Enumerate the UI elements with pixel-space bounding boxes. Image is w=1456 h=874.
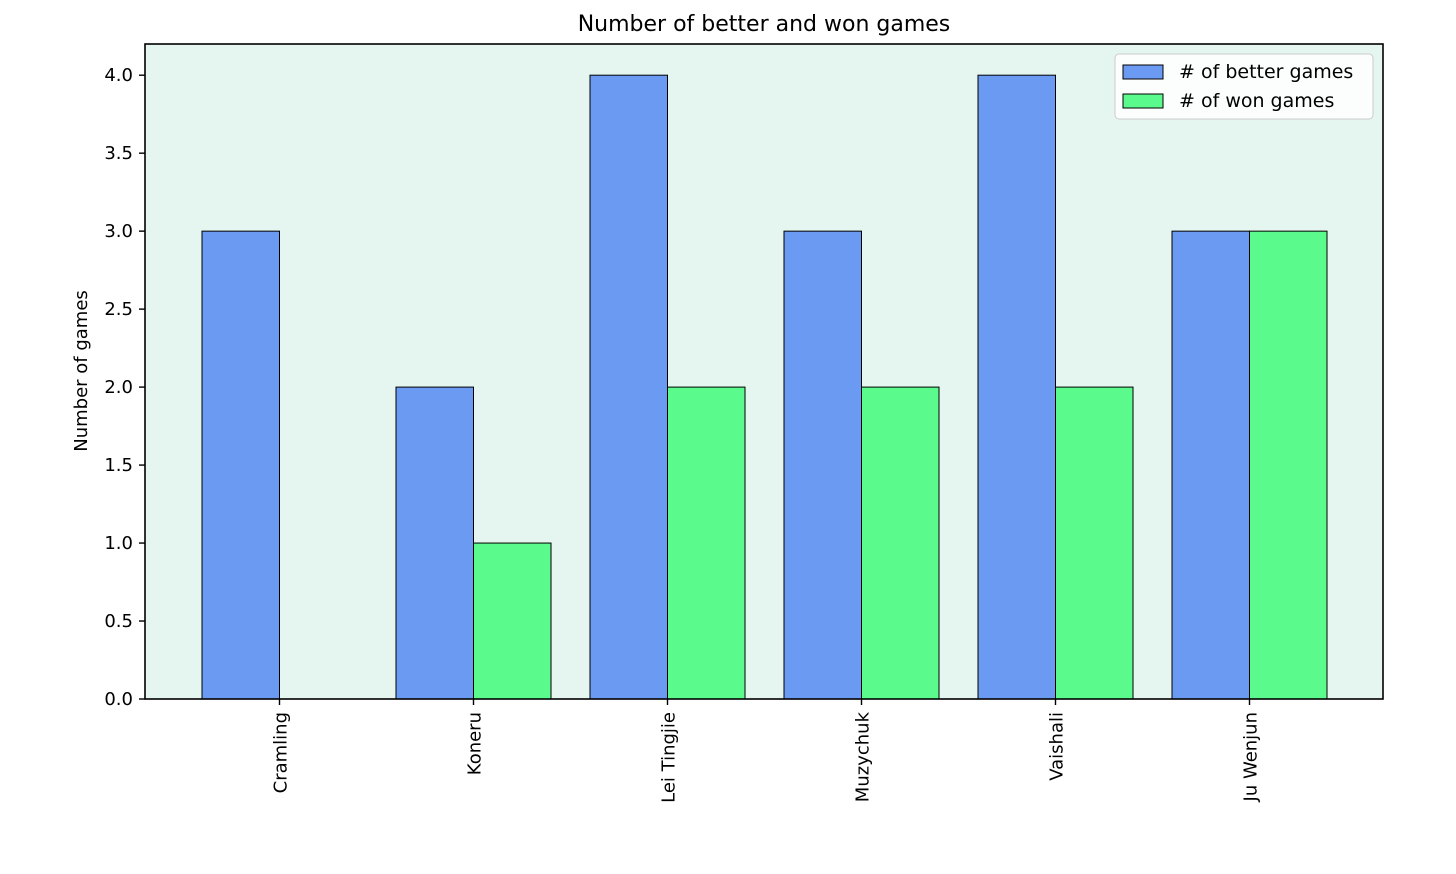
- y-tick-label: 4.0: [104, 65, 133, 86]
- y-tick-label: 1.5: [104, 455, 133, 476]
- bar-won-muzychuk: [861, 386, 940, 700]
- legend-swatch: [1122, 93, 1164, 109]
- chart-title: Number of better and won games: [578, 12, 951, 37]
- bar-won-ju-wenjun: [1249, 230, 1328, 700]
- y-tick-label: 2.0: [104, 377, 133, 398]
- plot-frame: [144, 43, 1384, 700]
- x-tick-label: Vaishali: [1047, 712, 1068, 781]
- y-tick-label: 0.5: [104, 611, 133, 632]
- legend-label: # of better games: [1179, 61, 1353, 83]
- x-tick-label: Lei Tingjie: [659, 712, 680, 803]
- bar-won-koneru: [473, 542, 552, 700]
- y-tick-label: 2.5: [104, 299, 133, 320]
- bar-better-ju-wenjun: [1171, 230, 1250, 700]
- bar-won-vaishali: [1055, 386, 1134, 700]
- bar-better-cramling: [201, 230, 280, 700]
- bar-better-koneru: [395, 386, 474, 700]
- bar-better-vaishali: [977, 74, 1056, 700]
- y-tick-label: 1.0: [104, 533, 133, 554]
- legend-label: # of won games: [1179, 90, 1334, 112]
- y-axis-label: Number of games: [71, 290, 92, 452]
- x-tick-label: Koneru: [465, 712, 486, 775]
- y-tick-label: 3.5: [104, 143, 133, 164]
- y-tick-label: 0.0: [104, 689, 133, 710]
- bars-layer: [201, 74, 1328, 700]
- x-tick-label: Ju Wenjun: [1241, 712, 1262, 802]
- legend-box: [1114, 53, 1374, 120]
- x-tick-label: Cramling: [271, 712, 292, 793]
- legend-swatch: [1122, 64, 1164, 80]
- bar-better-muzychuk: [783, 230, 862, 700]
- axes-layer: 0.0 0.5 1.0 1.5 2.0 2.5 3.0 3.5 4.0 Cramling Koner…: [104, 43, 1384, 803]
- legend: # of better games # of won games: [1114, 53, 1374, 120]
- x-tick-label: Muzychuk: [853, 711, 874, 802]
- bar-won-lei-tingjie: [667, 386, 746, 700]
- bar-better-lei-tingjie: [589, 74, 668, 700]
- y-tick-label: 3.0: [104, 221, 133, 242]
